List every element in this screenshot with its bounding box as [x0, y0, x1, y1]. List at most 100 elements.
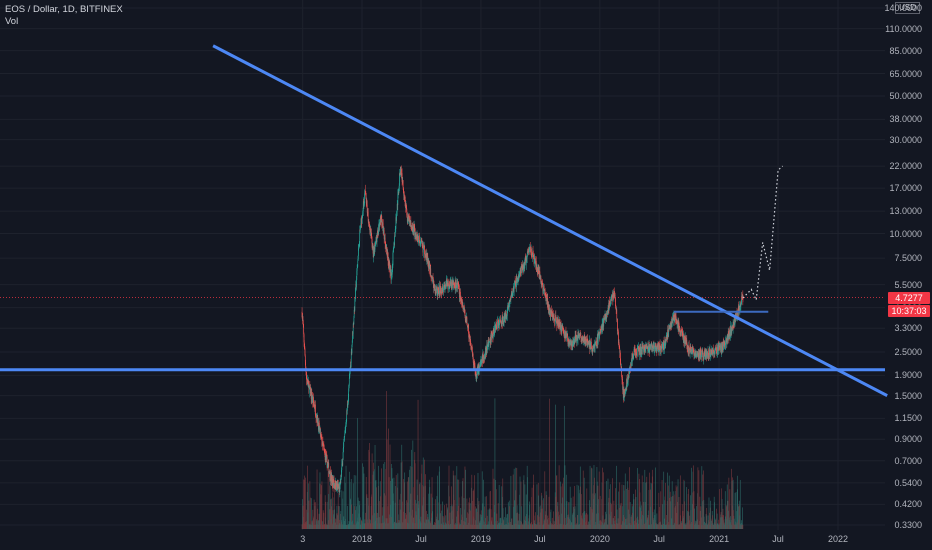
volume-bar — [628, 490, 630, 529]
candle-body — [339, 485, 341, 493]
volume-bar — [591, 468, 593, 529]
volume-bar — [353, 475, 355, 529]
price-tick-label: 0.5400 — [894, 477, 922, 488]
volume-bar — [626, 488, 627, 529]
price-tick-label: 0.7000 — [894, 455, 922, 466]
candle-body — [568, 341, 570, 345]
volume-bar — [524, 484, 526, 529]
volume-bar — [363, 473, 365, 529]
candle-body — [703, 354, 705, 360]
candle-body — [494, 325, 495, 334]
candle-body — [573, 343, 574, 344]
volume-bar — [461, 481, 463, 529]
candle-body — [468, 324, 469, 334]
volume-bar — [411, 509, 413, 529]
volume-bar — [609, 484, 611, 529]
volume-bar — [646, 476, 648, 529]
candle-body — [674, 313, 676, 321]
candle-body — [389, 261, 390, 269]
candle-body — [442, 287, 444, 292]
candle-body — [655, 345, 656, 350]
candle-body — [435, 289, 437, 296]
candle-body — [356, 279, 357, 288]
volume-bar — [390, 463, 392, 529]
price-tick-label: 65.0000 — [889, 68, 922, 79]
candle-body — [419, 240, 421, 245]
candle-body — [382, 222, 383, 227]
candle-body — [521, 266, 523, 268]
volume-bar — [542, 508, 543, 529]
candle-body — [421, 241, 423, 246]
volume-bar — [585, 514, 586, 529]
volume-bar — [500, 517, 502, 529]
candle-body — [365, 193, 366, 195]
volume-bar — [660, 491, 662, 529]
candle-body — [493, 333, 495, 334]
candle-body — [445, 285, 446, 287]
candle-body — [321, 437, 323, 446]
candle-body — [531, 248, 532, 255]
candle-body — [733, 321, 734, 325]
candle-body — [370, 228, 371, 230]
volume-bar — [425, 474, 426, 529]
volume-bar — [731, 468, 732, 529]
volume-bar — [338, 506, 340, 529]
currency-button[interactable]: USD — [895, 2, 920, 14]
volume-bar — [691, 467, 692, 529]
volume-bar — [457, 479, 459, 529]
volume-bar — [667, 472, 668, 529]
volume-bar — [681, 504, 683, 529]
candle-body — [618, 342, 620, 347]
candle-body — [467, 325, 468, 328]
candle-body — [727, 337, 729, 341]
time-tick-label: 2018 — [351, 534, 373, 544]
time-tick-label: Jul — [534, 534, 546, 544]
candle-body — [444, 284, 445, 286]
volume-bar — [323, 512, 325, 529]
candle-body — [681, 330, 683, 333]
candle-body — [696, 353, 698, 355]
candle-body — [422, 247, 424, 253]
candle-body — [437, 290, 438, 296]
candle-body — [508, 301, 510, 308]
candle-body — [455, 280, 457, 285]
candle-body — [432, 278, 433, 282]
candle-body — [303, 327, 305, 335]
volume-bar — [466, 498, 468, 529]
candle-body — [377, 229, 379, 233]
volume-bar — [620, 503, 622, 529]
candle-body — [549, 310, 551, 316]
candle-body — [414, 225, 415, 228]
volume-bar — [679, 475, 681, 529]
candle-body — [616, 309, 618, 320]
candle-body — [543, 286, 545, 292]
volume-bar — [606, 481, 608, 529]
candle-body — [324, 449, 325, 452]
candle-body — [706, 351, 708, 358]
candle-body — [443, 288, 444, 292]
candle-body — [470, 344, 472, 346]
candle-body — [588, 341, 590, 343]
candle-body — [430, 268, 432, 277]
volume-bar — [614, 516, 615, 529]
candle-body — [526, 254, 528, 259]
volume-bar — [490, 509, 492, 529]
candle-body — [628, 368, 630, 378]
candle-body — [434, 289, 436, 295]
candle-body — [537, 266, 539, 270]
volume-bar — [680, 515, 681, 529]
price-tick-label: 1.5000 — [894, 390, 922, 401]
candle-body — [452, 281, 454, 285]
candle-body — [682, 332, 683, 336]
candle-body — [360, 228, 361, 230]
candle-body — [536, 267, 538, 273]
volume-bar — [333, 475, 335, 529]
price-tick-label: 2.5000 — [894, 346, 922, 357]
volume-bar — [538, 516, 540, 529]
candle-body — [490, 332, 492, 340]
candle-body — [654, 345, 655, 348]
volume-bar — [590, 506, 592, 529]
candle-body — [652, 346, 654, 352]
